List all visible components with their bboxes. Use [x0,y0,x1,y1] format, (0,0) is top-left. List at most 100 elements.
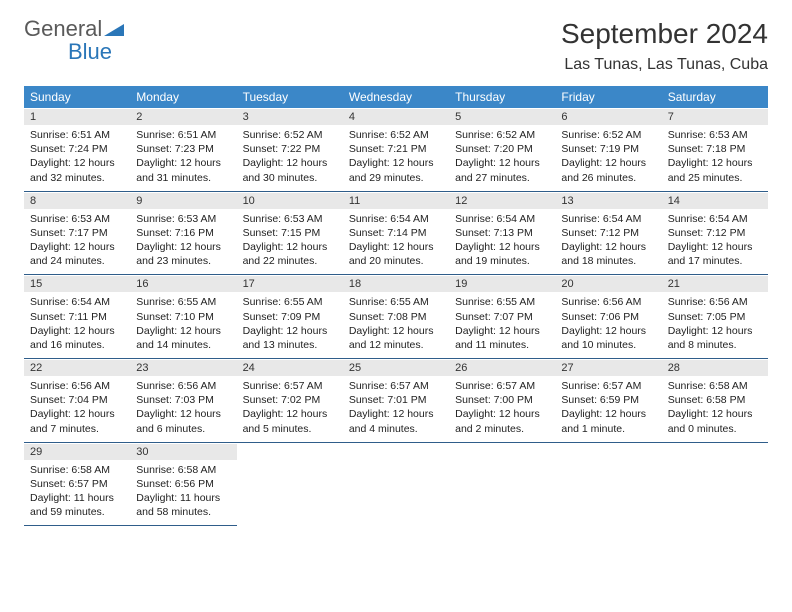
day-number: 28 [662,359,768,376]
day-number: 19 [449,275,555,292]
day-data: Sunrise: 6:53 AMSunset: 7:15 PMDaylight:… [237,209,343,275]
day-header: Tuesday [237,86,343,108]
calendar-cell: 8Sunrise: 6:53 AMSunset: 7:17 PMDaylight… [24,191,130,275]
day-data: Sunrise: 6:56 AMSunset: 7:06 PMDaylight:… [555,292,661,358]
day-number: 2 [130,108,236,125]
day-header: Sunday [24,86,130,108]
day-number: 25 [343,359,449,376]
calendar-week-row: 22Sunrise: 6:56 AMSunset: 7:04 PMDayligh… [24,359,768,443]
day-number: 5 [449,108,555,125]
header: General Blue September 2024 Las Tunas, L… [24,18,768,74]
day-data: Sunrise: 6:54 AMSunset: 7:11 PMDaylight:… [24,292,130,358]
day-data: Sunrise: 6:58 AMSunset: 6:56 PMDaylight:… [130,460,236,526]
day-number: 27 [555,359,661,376]
calendar-cell: 10Sunrise: 6:53 AMSunset: 7:15 PMDayligh… [237,191,343,275]
day-data: Sunrise: 6:58 AMSunset: 6:57 PMDaylight:… [24,460,130,526]
calendar-cell: 7Sunrise: 6:53 AMSunset: 7:18 PMDaylight… [662,108,768,191]
day-number: 21 [662,275,768,292]
day-number: 29 [24,443,130,460]
day-number: 20 [555,275,661,292]
calendar-cell: 4Sunrise: 6:52 AMSunset: 7:21 PMDaylight… [343,108,449,191]
calendar-cell: 28Sunrise: 6:58 AMSunset: 6:58 PMDayligh… [662,359,768,443]
calendar-cell: 13Sunrise: 6:54 AMSunset: 7:12 PMDayligh… [555,191,661,275]
day-data: Sunrise: 6:53 AMSunset: 7:16 PMDaylight:… [130,209,236,275]
day-header: Saturday [662,86,768,108]
day-header-row: Sunday Monday Tuesday Wednesday Thursday… [24,86,768,108]
calendar-cell [343,442,449,526]
day-data: Sunrise: 6:55 AMSunset: 7:09 PMDaylight:… [237,292,343,358]
day-data: Sunrise: 6:56 AMSunset: 7:04 PMDaylight:… [24,376,130,442]
day-data: Sunrise: 6:53 AMSunset: 7:18 PMDaylight:… [662,125,768,191]
brand-part1: General [24,16,102,41]
day-header: Thursday [449,86,555,108]
calendar-cell: 27Sunrise: 6:57 AMSunset: 6:59 PMDayligh… [555,359,661,443]
location-text: Las Tunas, Las Tunas, Cuba [561,56,768,74]
calendar-cell: 14Sunrise: 6:54 AMSunset: 7:12 PMDayligh… [662,191,768,275]
calendar-cell: 2Sunrise: 6:51 AMSunset: 7:23 PMDaylight… [130,108,236,191]
calendar-cell: 30Sunrise: 6:58 AMSunset: 6:56 PMDayligh… [130,442,236,526]
calendar-week-row: 15Sunrise: 6:54 AMSunset: 7:11 PMDayligh… [24,275,768,359]
day-number: 15 [24,275,130,292]
calendar-cell: 25Sunrise: 6:57 AMSunset: 7:01 PMDayligh… [343,359,449,443]
day-number: 14 [662,192,768,209]
calendar-cell [237,442,343,526]
day-data: Sunrise: 6:52 AMSunset: 7:19 PMDaylight:… [555,125,661,191]
title-block: September 2024 Las Tunas, Las Tunas, Cub… [561,18,768,74]
calendar-cell: 29Sunrise: 6:58 AMSunset: 6:57 PMDayligh… [24,442,130,526]
day-number: 16 [130,275,236,292]
calendar-cell: 20Sunrise: 6:56 AMSunset: 7:06 PMDayligh… [555,275,661,359]
day-number: 13 [555,192,661,209]
day-data: Sunrise: 6:54 AMSunset: 7:13 PMDaylight:… [449,209,555,275]
day-number: 12 [449,192,555,209]
day-number: 11 [343,192,449,209]
day-data: Sunrise: 6:58 AMSunset: 6:58 PMDaylight:… [662,376,768,442]
day-header: Wednesday [343,86,449,108]
calendar-cell: 24Sunrise: 6:57 AMSunset: 7:02 PMDayligh… [237,359,343,443]
calendar-week-row: 29Sunrise: 6:58 AMSunset: 6:57 PMDayligh… [24,442,768,526]
calendar-cell: 21Sunrise: 6:56 AMSunset: 7:05 PMDayligh… [662,275,768,359]
calendar-table: Sunday Monday Tuesday Wednesday Thursday… [24,86,768,526]
calendar-cell: 15Sunrise: 6:54 AMSunset: 7:11 PMDayligh… [24,275,130,359]
day-data: Sunrise: 6:54 AMSunset: 7:12 PMDaylight:… [662,209,768,275]
calendar-cell: 1Sunrise: 6:51 AMSunset: 7:24 PMDaylight… [24,108,130,191]
calendar-week-row: 1Sunrise: 6:51 AMSunset: 7:24 PMDaylight… [24,108,768,191]
calendar-cell: 6Sunrise: 6:52 AMSunset: 7:19 PMDaylight… [555,108,661,191]
day-number: 7 [662,108,768,125]
day-data: Sunrise: 6:52 AMSunset: 7:21 PMDaylight:… [343,125,449,191]
day-data: Sunrise: 6:56 AMSunset: 7:05 PMDaylight:… [662,292,768,358]
month-title: September 2024 [561,18,768,50]
day-data: Sunrise: 6:51 AMSunset: 7:24 PMDaylight:… [24,125,130,191]
calendar-cell: 11Sunrise: 6:54 AMSunset: 7:14 PMDayligh… [343,191,449,275]
day-data: Sunrise: 6:51 AMSunset: 7:23 PMDaylight:… [130,125,236,191]
day-number: 3 [237,108,343,125]
day-number: 17 [237,275,343,292]
brand-part2: Blue [68,39,112,64]
day-data: Sunrise: 6:55 AMSunset: 7:10 PMDaylight:… [130,292,236,358]
calendar-cell: 5Sunrise: 6:52 AMSunset: 7:20 PMDaylight… [449,108,555,191]
calendar-cell [449,442,555,526]
day-data: Sunrise: 6:54 AMSunset: 7:14 PMDaylight:… [343,209,449,275]
day-data: Sunrise: 6:55 AMSunset: 7:08 PMDaylight:… [343,292,449,358]
calendar-cell: 22Sunrise: 6:56 AMSunset: 7:04 PMDayligh… [24,359,130,443]
day-data: Sunrise: 6:52 AMSunset: 7:20 PMDaylight:… [449,125,555,191]
calendar-cell: 12Sunrise: 6:54 AMSunset: 7:13 PMDayligh… [449,191,555,275]
calendar-cell [662,442,768,526]
day-data: Sunrise: 6:56 AMSunset: 7:03 PMDaylight:… [130,376,236,442]
day-number: 18 [343,275,449,292]
calendar-cell: 17Sunrise: 6:55 AMSunset: 7:09 PMDayligh… [237,275,343,359]
day-number: 1 [24,108,130,125]
day-data: Sunrise: 6:53 AMSunset: 7:17 PMDaylight:… [24,209,130,275]
calendar-cell: 18Sunrise: 6:55 AMSunset: 7:08 PMDayligh… [343,275,449,359]
day-number: 26 [449,359,555,376]
day-number: 10 [237,192,343,209]
calendar-cell: 9Sunrise: 6:53 AMSunset: 7:16 PMDaylight… [130,191,236,275]
day-data: Sunrise: 6:55 AMSunset: 7:07 PMDaylight:… [449,292,555,358]
day-number: 8 [24,192,130,209]
day-number: 22 [24,359,130,376]
day-header: Friday [555,86,661,108]
day-number: 9 [130,192,236,209]
day-data: Sunrise: 6:57 AMSunset: 7:00 PMDaylight:… [449,376,555,442]
calendar-cell [555,442,661,526]
calendar-cell: 23Sunrise: 6:56 AMSunset: 7:03 PMDayligh… [130,359,236,443]
calendar-cell: 16Sunrise: 6:55 AMSunset: 7:10 PMDayligh… [130,275,236,359]
